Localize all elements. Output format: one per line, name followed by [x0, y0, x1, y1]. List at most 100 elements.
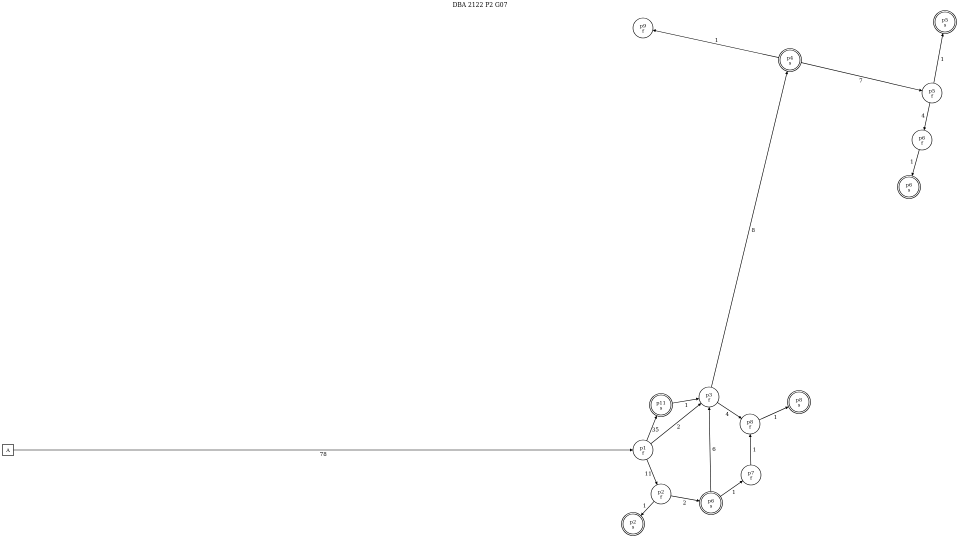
edge-p4-p9: 1	[652, 29, 779, 58]
edge-p7-p8: 1	[748, 433, 757, 466]
node-label: p9	[640, 24, 646, 30]
node-sublabel: f	[749, 425, 752, 431]
node-sublabel: s	[798, 403, 801, 409]
node-label: p6	[906, 183, 912, 189]
node-p1: p1f	[632, 439, 654, 461]
node-p8s: p8s	[787, 390, 811, 414]
edge-label: 6	[712, 447, 716, 453]
node-label: p8	[747, 420, 753, 426]
node-p5s: p5s	[933, 10, 957, 34]
edge-p1-p3: 2	[650, 403, 702, 444]
edge-line	[640, 501, 655, 516]
node-sublabel: s	[789, 61, 792, 67]
node-sublabel: s	[660, 406, 663, 412]
edge-p1-p2: 11	[645, 459, 658, 485]
node-label: p8	[796, 398, 802, 404]
edge-label: 8	[751, 228, 755, 234]
node-label: A	[5, 448, 10, 454]
state-circle	[740, 464, 762, 486]
start-box	[2, 444, 14, 456]
edge-label: 4	[921, 114, 925, 120]
edge-line	[670, 495, 700, 502]
node-label: p5	[929, 89, 935, 95]
edge-label: 1	[753, 447, 757, 453]
edge-label: 4	[726, 412, 730, 418]
node-p2: p2f	[650, 483, 672, 505]
state-circle	[898, 176, 920, 198]
node-sublabel: f	[642, 29, 645, 35]
edge-line	[646, 415, 658, 441]
edge-line	[652, 29, 779, 58]
edge-p3-p4: 8	[711, 71, 789, 388]
edge-label: 78	[320, 452, 327, 458]
edge-line	[758, 406, 789, 421]
state-circle	[934, 11, 956, 33]
edge-label: 1	[715, 38, 719, 44]
edge-label: 11	[645, 472, 652, 478]
node-p7: p7f	[740, 464, 762, 486]
edge-start-p1: 78	[13, 448, 633, 458]
edge-label: 1	[941, 57, 945, 63]
node-label: p3	[706, 393, 712, 399]
node-label: p2	[658, 490, 664, 496]
node-sublabel: f	[708, 398, 711, 404]
state-circle	[700, 492, 722, 514]
node-sublabel: s	[908, 188, 911, 194]
node-p2s: p2s	[621, 512, 645, 536]
edge-line	[707, 406, 712, 492]
node-label: p1	[640, 446, 646, 452]
node-sublabel: s	[944, 23, 947, 29]
node-label: p4	[787, 56, 793, 62]
state-circle	[921, 82, 943, 104]
node-label: p6	[919, 136, 925, 142]
edge-line	[717, 402, 742, 419]
edge-p6a-p3: 6	[707, 406, 716, 492]
node-sublabel: f	[921, 141, 924, 147]
edge-p11-p3: 1	[672, 397, 700, 409]
node-label: p5	[942, 18, 948, 24]
state-circle	[698, 386, 720, 408]
node-start: A	[2, 444, 14, 456]
state-circle	[622, 513, 644, 535]
node-label: p11	[656, 401, 666, 407]
node-p4: p4s	[778, 48, 802, 72]
node-sublabel: f	[660, 495, 663, 501]
edge-label: 1	[910, 160, 914, 166]
node-label: p6	[708, 499, 714, 505]
state-circle	[911, 129, 933, 151]
edge-line	[923, 102, 931, 131]
edge-p1-p11: 35	[646, 415, 659, 441]
state-circle	[650, 483, 672, 505]
node-sublabel: s	[710, 504, 713, 510]
node-label: p7	[748, 471, 754, 477]
node-p6a: p6s	[699, 491, 723, 515]
edge-p2-p6a: 2	[670, 495, 700, 506]
edge-line	[672, 397, 700, 404]
edge-p8-p8s: 1	[758, 406, 789, 421]
node-sublabel: f	[750, 476, 753, 482]
edge-p2-p2s: 1	[640, 501, 655, 516]
node-sublabel: s	[632, 525, 635, 531]
edge-label: 1	[643, 504, 647, 510]
edge-line	[711, 71, 789, 388]
edge-p6a-p7: 1	[720, 480, 743, 497]
edge-label: 2	[677, 425, 681, 431]
edge-line	[720, 480, 743, 497]
edge-p5-p5s: 1	[933, 33, 945, 84]
state-circle	[650, 394, 672, 416]
node-p6: p6f	[911, 129, 933, 151]
diagram-title: DBA 2122 P2 G07	[453, 2, 508, 9]
edge-label: 7	[859, 79, 863, 85]
edge-label: 1	[774, 415, 778, 421]
edge-p3-p8: 4	[717, 402, 742, 419]
edge-p4-p5: 7	[801, 62, 923, 92]
edge-p6-p6s: 1	[910, 149, 920, 176]
node-p9: p9f	[632, 17, 654, 39]
edge-p5-p6: 4	[921, 102, 931, 131]
node-p8: p8f	[739, 413, 761, 435]
edge-line	[748, 433, 752, 466]
state-circle	[779, 49, 801, 71]
